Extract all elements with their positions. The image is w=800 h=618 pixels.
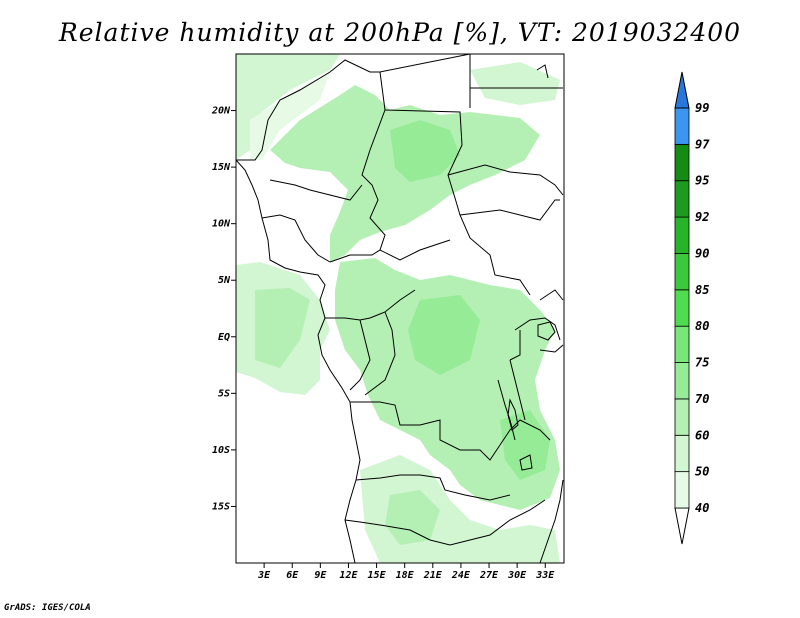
colorbar-segment: [674, 216, 690, 254]
colorbar-segment: [674, 180, 690, 218]
colorbar-segment: [674, 143, 690, 182]
colorbar-label: 75: [695, 356, 709, 370]
lat-tick-label: 10N: [212, 219, 231, 230]
colorbar-segment: [674, 362, 690, 400]
colorbar-label: 60: [695, 428, 709, 442]
colorbar-segment: [674, 471, 690, 509]
colorbar: 40 50 60 70 75 80 85 90 92 95 97 99: [674, 71, 710, 545]
lon-tick-label: 15E: [368, 570, 387, 581]
lat-tick-label: 15N: [212, 162, 231, 173]
colorbar-above-triangle: [674, 71, 690, 109]
colorbar-label: 97: [695, 137, 710, 151]
colorbar-segment: [674, 107, 690, 145]
colorbar-segment: [674, 325, 690, 363]
longitude-axis: 3E 6E 9E 12E 15E 18E 21E 24E 27E 30E 33E: [257, 563, 555, 581]
colorbar-label: 40: [695, 501, 709, 515]
map-title: Relative humidity at 200hPa [%], VT: 201…: [58, 18, 742, 47]
colorbar-label: 92: [695, 210, 709, 224]
lon-tick-label: 33E: [535, 570, 555, 581]
humidity-field: [236, 54, 560, 563]
map-frame: [235, 53, 565, 564]
colorbar-label: 50: [695, 465, 709, 479]
lon-tick-label: 21E: [423, 570, 443, 581]
lon-tick-label: 3E: [257, 570, 271, 581]
coastlines-and-borders: [236, 54, 564, 563]
lon-tick-label: 30E: [507, 570, 527, 581]
lon-tick-label: 6E: [286, 570, 299, 581]
lat-tick-label: EQ: [218, 332, 230, 343]
lat-tick-label: 10S: [212, 445, 230, 456]
colorbar-label: 90: [695, 246, 709, 260]
lon-tick-label: 27E: [479, 570, 499, 581]
latitude-axis: 20N 15N 10N 5N EQ 5S 10S 15S: [211, 106, 236, 512]
colorbar-segment: [674, 398, 690, 436]
lon-tick-label: 24E: [451, 570, 471, 581]
colorbar-label: 85: [695, 283, 709, 297]
colorbar-label: 95: [695, 174, 709, 188]
lat-tick-label: 15S: [212, 501, 230, 512]
lon-tick-label: 18E: [396, 570, 415, 581]
lat-tick-label: 20N: [211, 106, 231, 117]
colorbar-label: 70: [695, 392, 709, 406]
colorbar-below-triangle: [674, 507, 690, 545]
colorbar-segment: [674, 253, 690, 291]
lat-tick-label: 5N: [218, 275, 231, 286]
lat-tick-label: 5S: [218, 388, 230, 399]
colorbar-label: 99: [695, 101, 709, 115]
colorbar-label: 80: [695, 319, 709, 333]
colorbar-segment: [674, 434, 690, 473]
lakes: [507, 321, 556, 471]
colorbar-segment: [674, 289, 690, 327]
lon-tick-label: 9E: [314, 570, 327, 581]
footer-credit: GrADS: IGES/COLA: [4, 603, 91, 613]
lon-tick-label: 12E: [339, 570, 358, 581]
